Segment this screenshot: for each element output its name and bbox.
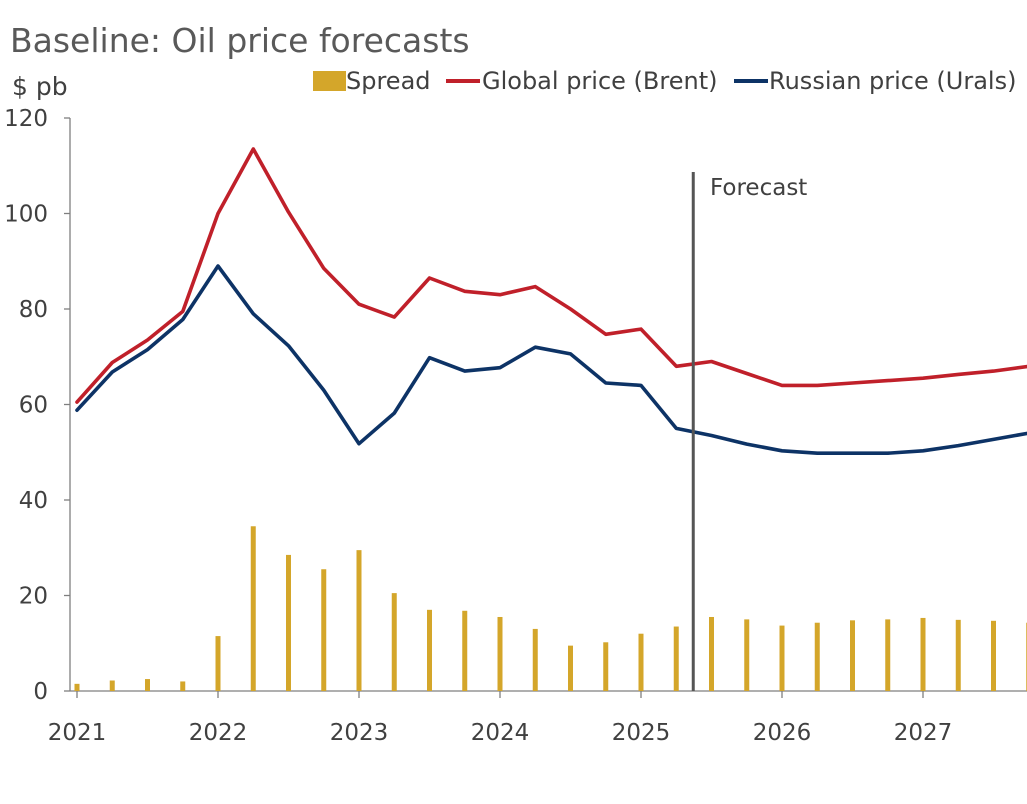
legend-label-spread: Spread: [346, 67, 431, 95]
y-tick-label: 20: [19, 584, 48, 610]
spread-bar: [638, 633, 644, 691]
spread-bar: [321, 569, 327, 691]
spread-bar: [603, 642, 609, 691]
price-lines: [75, 147, 1027, 456]
legend-swatch-spread: [313, 71, 346, 91]
spread-bar: [109, 680, 115, 691]
y-tick-label: 100: [4, 202, 48, 228]
x-tick-label: 2026: [753, 720, 812, 746]
spread-bar: [286, 554, 291, 691]
x-tick-label: 2021: [48, 720, 107, 746]
y-tick-label: 120: [4, 106, 48, 132]
spread-bar: [532, 628, 538, 691]
spread-bar: [391, 593, 397, 691]
x-tick-label: 2022: [189, 720, 248, 746]
y-axis: 0 20 40 60 80 100 120: [4, 106, 71, 705]
forecast-marker: Forecast: [691, 172, 807, 691]
x-tick-label: 2024: [471, 720, 530, 746]
urals-price-line: [75, 264, 1027, 456]
x-tick-label: 2025: [612, 720, 671, 746]
spread-bar: [744, 619, 750, 691]
spread-bar: [955, 619, 961, 691]
spread-bar: [850, 620, 855, 691]
brent-price-line: [75, 147, 1027, 404]
x-tick-label: 2027: [894, 720, 953, 746]
spread-bar: [568, 645, 573, 691]
y-tick-label: 80: [19, 297, 48, 323]
spread-bar: [814, 622, 820, 691]
y-tick-label: 40: [19, 488, 48, 514]
spread-bar: [462, 610, 468, 691]
y-tick-label: 60: [19, 393, 48, 419]
spread-bar: [180, 681, 186, 691]
legend-label-brent: Global price (Brent): [482, 67, 717, 95]
spread-bar: [250, 526, 256, 691]
x-tick-label: 2023: [330, 720, 389, 746]
spread-bar: [74, 683, 80, 691]
spread-bar: [920, 617, 926, 691]
spread-bars: [74, 526, 1027, 691]
spread-bar: [497, 616, 503, 691]
legend: Spread Global price (Brent) Russian pric…: [313, 67, 1016, 95]
chart-title: Baseline: Oil price forecasts: [10, 21, 470, 60]
y-tick-label: 0: [33, 679, 48, 705]
spread-bar: [673, 626, 679, 691]
spread-bar: [215, 636, 221, 691]
legend-label-urals: Russian price (Urals): [769, 67, 1016, 95]
spread-bar: [356, 550, 362, 691]
spread-bar: [145, 679, 150, 691]
forecast-label: Forecast: [710, 175, 807, 201]
spread-bar: [709, 616, 714, 691]
spread-bar: [885, 619, 891, 691]
y-axis-label: $ pb: [12, 72, 68, 101]
spread-bar: [991, 620, 996, 691]
spread-bar: [779, 625, 785, 691]
x-axis: 2021 2022 2023 2024 2025 2026 2027: [48, 690, 1027, 746]
spread-bar: [427, 609, 432, 691]
